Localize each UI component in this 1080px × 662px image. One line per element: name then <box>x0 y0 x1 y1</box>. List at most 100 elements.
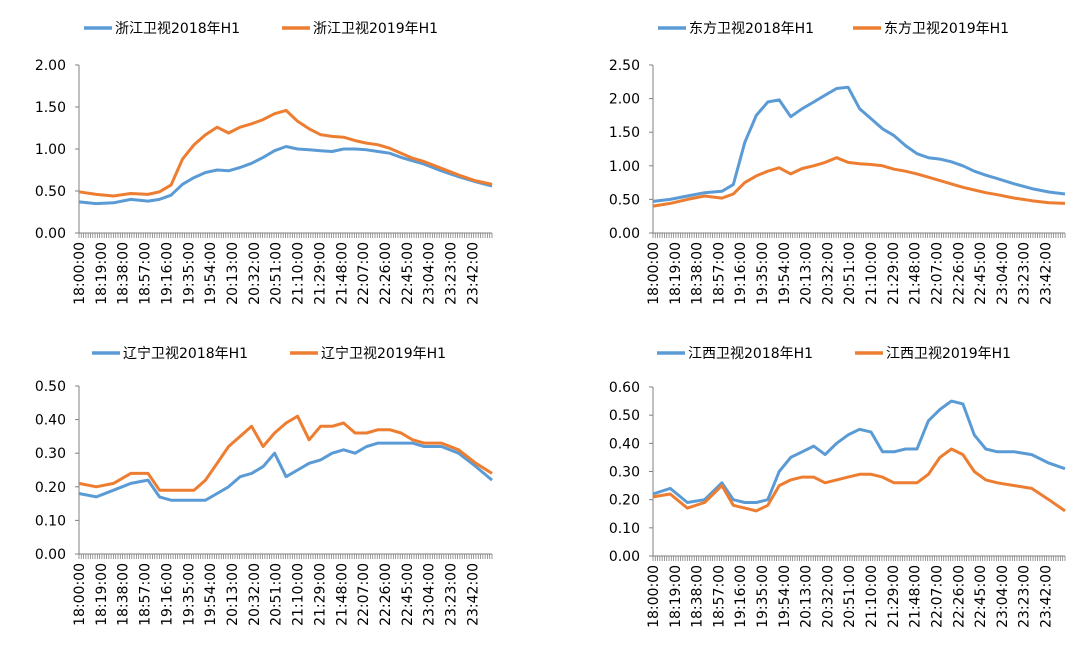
x-tick-label: 20:13:00 <box>225 563 241 626</box>
x-tick-label: 18:19:00 <box>94 242 110 305</box>
legend-label-2019: 浙江卫视2019年H1 <box>313 21 438 37</box>
x-tick-label: 18:57:00 <box>138 563 154 626</box>
x-tick-label: 18:38:00 <box>690 565 706 628</box>
x-tick-label: 18:00:00 <box>72 242 88 305</box>
x-tick-label: 23:42:00 <box>1038 242 1054 305</box>
x-tick-label: 23:04:00 <box>995 242 1011 305</box>
x-tick-label: 23:23:00 <box>444 563 460 626</box>
chart-panel-4: 江西卫视2018年H1 江西卫视2019年H1 0.00 0.10 0.20 0.30 0.… <box>609 346 1066 628</box>
x-tick-label: 22:07:00 <box>356 563 372 626</box>
legend-label-2018: 辽宁卫视2018年H1 <box>123 345 248 362</box>
x-tick-label: 20:51:00 <box>269 242 285 305</box>
x-tick-label: 21:10:00 <box>291 242 307 305</box>
y-tick-label: 0.10 <box>35 513 66 529</box>
y-tick-label: 1.50 <box>609 125 640 141</box>
x-tick-label: 21:29:00 <box>886 242 902 305</box>
x-tick-label: 23:04:00 <box>422 242 438 305</box>
y-tick-label: 0.20 <box>609 493 640 509</box>
x-minor-ticks <box>78 233 493 238</box>
x-tick-label: 20:32:00 <box>247 563 263 626</box>
x-tick-label: 19:35:00 <box>181 563 197 626</box>
series-line-2019 <box>78 414 493 492</box>
x-tick-label: 22:45:00 <box>973 565 989 628</box>
y-tick-label: 0.30 <box>35 446 66 462</box>
x-tick-label: 19:16:00 <box>159 242 175 305</box>
x-tick-label: 21:29:00 <box>312 563 328 626</box>
x-tick-label: 21:10:00 <box>864 565 880 628</box>
y-tick-label: 0.60 <box>609 380 640 396</box>
x-tick-label: 23:42:00 <box>465 242 481 305</box>
series-line-2018 <box>78 441 493 502</box>
chart-panel-1: 浙江卫视2018年H1 浙江卫视2019年H1 0.00 0.50 1.00 1.50 2.… <box>35 21 493 305</box>
legend-label-2018: 东方卫视2018年H1 <box>689 21 814 37</box>
legend-label-2019: 辽宁卫视2019年H1 <box>321 345 446 362</box>
y-tick-label: 0.00 <box>609 549 640 565</box>
x-tick-label: 18:19:00 <box>94 563 110 626</box>
y-tick-label: 0.40 <box>609 436 640 452</box>
x-tick-label: 19:35:00 <box>755 565 771 628</box>
y-tick-label: 0.40 <box>35 413 66 429</box>
x-tick-label: 20:51:00 <box>269 563 285 626</box>
x-tick-label: 18:38:00 <box>116 563 132 626</box>
chart-panel-2: 东方卫视2018年H1 东方卫视2019年H1 0.00 0.50 1.00 1.50 2.… <box>609 21 1066 305</box>
y-tick-label: 0.00 <box>609 226 640 242</box>
x-tick-label: 21:48:00 <box>908 565 924 628</box>
y-tick-label: 2.50 <box>609 58 640 74</box>
legend-label-2018: 江西卫视2018年H1 <box>688 346 813 362</box>
x-tick-label: 23:23:00 <box>444 242 460 305</box>
series-line-2019 <box>652 156 1066 208</box>
x-tick-label: 20:13:00 <box>225 242 241 305</box>
x-tick-label: 21:10:00 <box>291 563 307 626</box>
series-line-2018 <box>652 85 1066 203</box>
x-tick-label: 19:16:00 <box>733 242 749 305</box>
x-tick-label: 20:32:00 <box>820 565 836 628</box>
series-line-2019 <box>652 447 1066 513</box>
x-tick-label: 19:16:00 <box>159 563 175 626</box>
x-tick-label: 19:35:00 <box>181 242 197 305</box>
x-tick-label: 21:29:00 <box>886 565 902 628</box>
y-tick-label: 2.00 <box>609 92 640 108</box>
x-minor-ticks <box>78 554 493 559</box>
x-tick-label: 19:54:00 <box>203 563 219 626</box>
x-tick-label: 22:07:00 <box>356 242 372 305</box>
x-tick-label: 22:26:00 <box>378 242 394 305</box>
y-tick-label: 1.00 <box>609 159 640 175</box>
x-tick-label: 19:16:00 <box>733 565 749 628</box>
legend-label-2018: 浙江卫视2018年H1 <box>115 21 240 37</box>
x-tick-label: 19:35:00 <box>755 242 771 305</box>
x-tick-label: 19:54:00 <box>203 242 219 305</box>
x-tick-label: 21:29:00 <box>312 242 328 305</box>
x-tick-label: 18:00:00 <box>646 242 662 305</box>
x-minor-ticks <box>652 556 1066 561</box>
y-tick-label: 0.50 <box>609 192 640 208</box>
y-tick-label: 1.00 <box>35 142 66 158</box>
series-line-2018 <box>652 399 1066 504</box>
y-tick-label: 0.30 <box>609 465 640 481</box>
x-tick-label: 22:26:00 <box>951 565 967 628</box>
x-tick-label: 22:07:00 <box>929 242 945 305</box>
y-tick-label: 2.00 <box>35 58 66 74</box>
legend-label-2019: 江西卫视2019年H1 <box>886 346 1011 362</box>
x-tick-label: 21:48:00 <box>334 563 350 626</box>
legend-label-2019: 东方卫视2019年H1 <box>884 21 1009 37</box>
x-tick-label: 21:48:00 <box>908 242 924 305</box>
x-tick-label: 20:32:00 <box>820 242 836 305</box>
x-tick-label: 18:00:00 <box>646 565 662 628</box>
x-tick-label: 18:57:00 <box>711 565 727 628</box>
x-tick-label: 20:51:00 <box>842 565 858 628</box>
x-tick-label: 21:48:00 <box>334 242 350 305</box>
chart-panel-3: 辽宁卫视2018年H1 辽宁卫视2019年H1 0.00 0.10 0.20 0.30 0.… <box>35 345 493 626</box>
y-tick-label: 0.50 <box>35 184 66 200</box>
x-tick-label: 18:57:00 <box>711 242 727 305</box>
x-tick-label: 20:13:00 <box>799 565 815 628</box>
x-tick-label: 21:10:00 <box>864 242 880 305</box>
x-tick-label: 20:13:00 <box>799 242 815 305</box>
x-tick-label: 20:32:00 <box>247 242 263 305</box>
y-tick-label: 0.50 <box>609 408 640 424</box>
x-tick-label: 23:23:00 <box>1017 242 1033 305</box>
x-tick-label: 22:26:00 <box>951 242 967 305</box>
x-tick-label: 20:51:00 <box>842 242 858 305</box>
y-tick-label: 1.50 <box>35 100 66 116</box>
x-tick-label: 22:07:00 <box>929 565 945 628</box>
